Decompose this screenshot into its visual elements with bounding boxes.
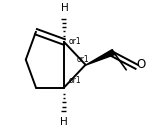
Text: or1: or1 xyxy=(69,76,82,85)
Polygon shape xyxy=(86,50,115,65)
Text: or1: or1 xyxy=(69,37,82,46)
Text: H: H xyxy=(60,117,68,127)
Text: or1: or1 xyxy=(77,55,89,64)
Text: H: H xyxy=(61,3,68,13)
Text: O: O xyxy=(136,58,145,71)
